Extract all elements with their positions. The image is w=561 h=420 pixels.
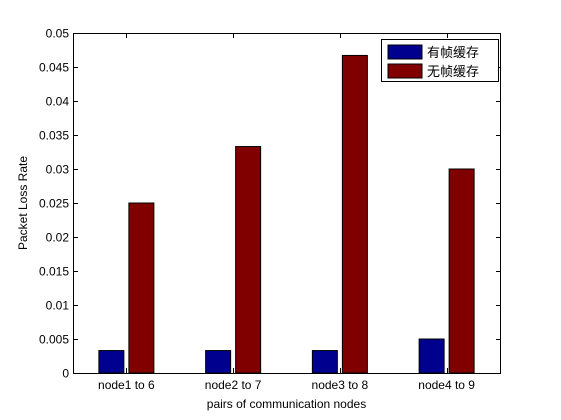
y-tick-label: 0 xyxy=(62,367,69,381)
x-tick-label: node1 to 6 xyxy=(98,378,155,392)
y-tick-label: 0.01 xyxy=(46,299,70,313)
y-tick-label: 0.02 xyxy=(46,231,70,245)
bar-series-1-4 xyxy=(418,338,445,374)
y-tick-label: 0.005 xyxy=(39,333,69,347)
x-tick-label: node2 to 7 xyxy=(205,378,262,392)
x-tick-label: node3 to 8 xyxy=(312,378,369,392)
bar-series-1-1 xyxy=(98,350,125,374)
x-axis-ticks: node1 to 6 node2 to 7 node3 to 8 node4 to 9 xyxy=(98,33,475,392)
bar-series-2-2 xyxy=(235,146,262,374)
x-axis-label: pairs of communication nodes xyxy=(207,397,366,411)
bar-series-1-3 xyxy=(311,350,338,374)
y-tick-label: 0.05 xyxy=(46,27,70,41)
bars-group xyxy=(98,54,475,374)
bar-series-2-1 xyxy=(128,202,155,374)
y-tick-label: 0.025 xyxy=(39,197,69,211)
legend-swatch-series-1 xyxy=(387,44,423,60)
y-axis-label: Packet Loss Rate xyxy=(16,156,30,250)
y-tick-label: 0.035 xyxy=(39,129,69,143)
legend: 有帧缓存 无帧缓存 xyxy=(381,39,499,82)
x-tick-label: node4 to 9 xyxy=(418,378,475,392)
legend-swatch-series-2 xyxy=(387,63,423,79)
y-axis-ticks: 0 0.005 0.01 0.015 0.02 0.025 0.03 0.035 0.04 0.0… xyxy=(39,27,501,381)
plot-frame xyxy=(73,33,501,374)
bar-series-2-4 xyxy=(448,168,475,374)
y-tick-label: 0.015 xyxy=(39,265,69,279)
y-tick-label: 0.03 xyxy=(46,163,70,177)
y-tick-label: 0.045 xyxy=(39,61,69,75)
legend-label-series-1: 有帧缓存 xyxy=(427,45,479,60)
y-tick-label: 0.04 xyxy=(46,95,70,109)
bar-series-2-3 xyxy=(341,54,368,374)
bar-series-1-2 xyxy=(205,350,232,374)
legend-label-series-2: 无帧缓存 xyxy=(427,64,479,79)
